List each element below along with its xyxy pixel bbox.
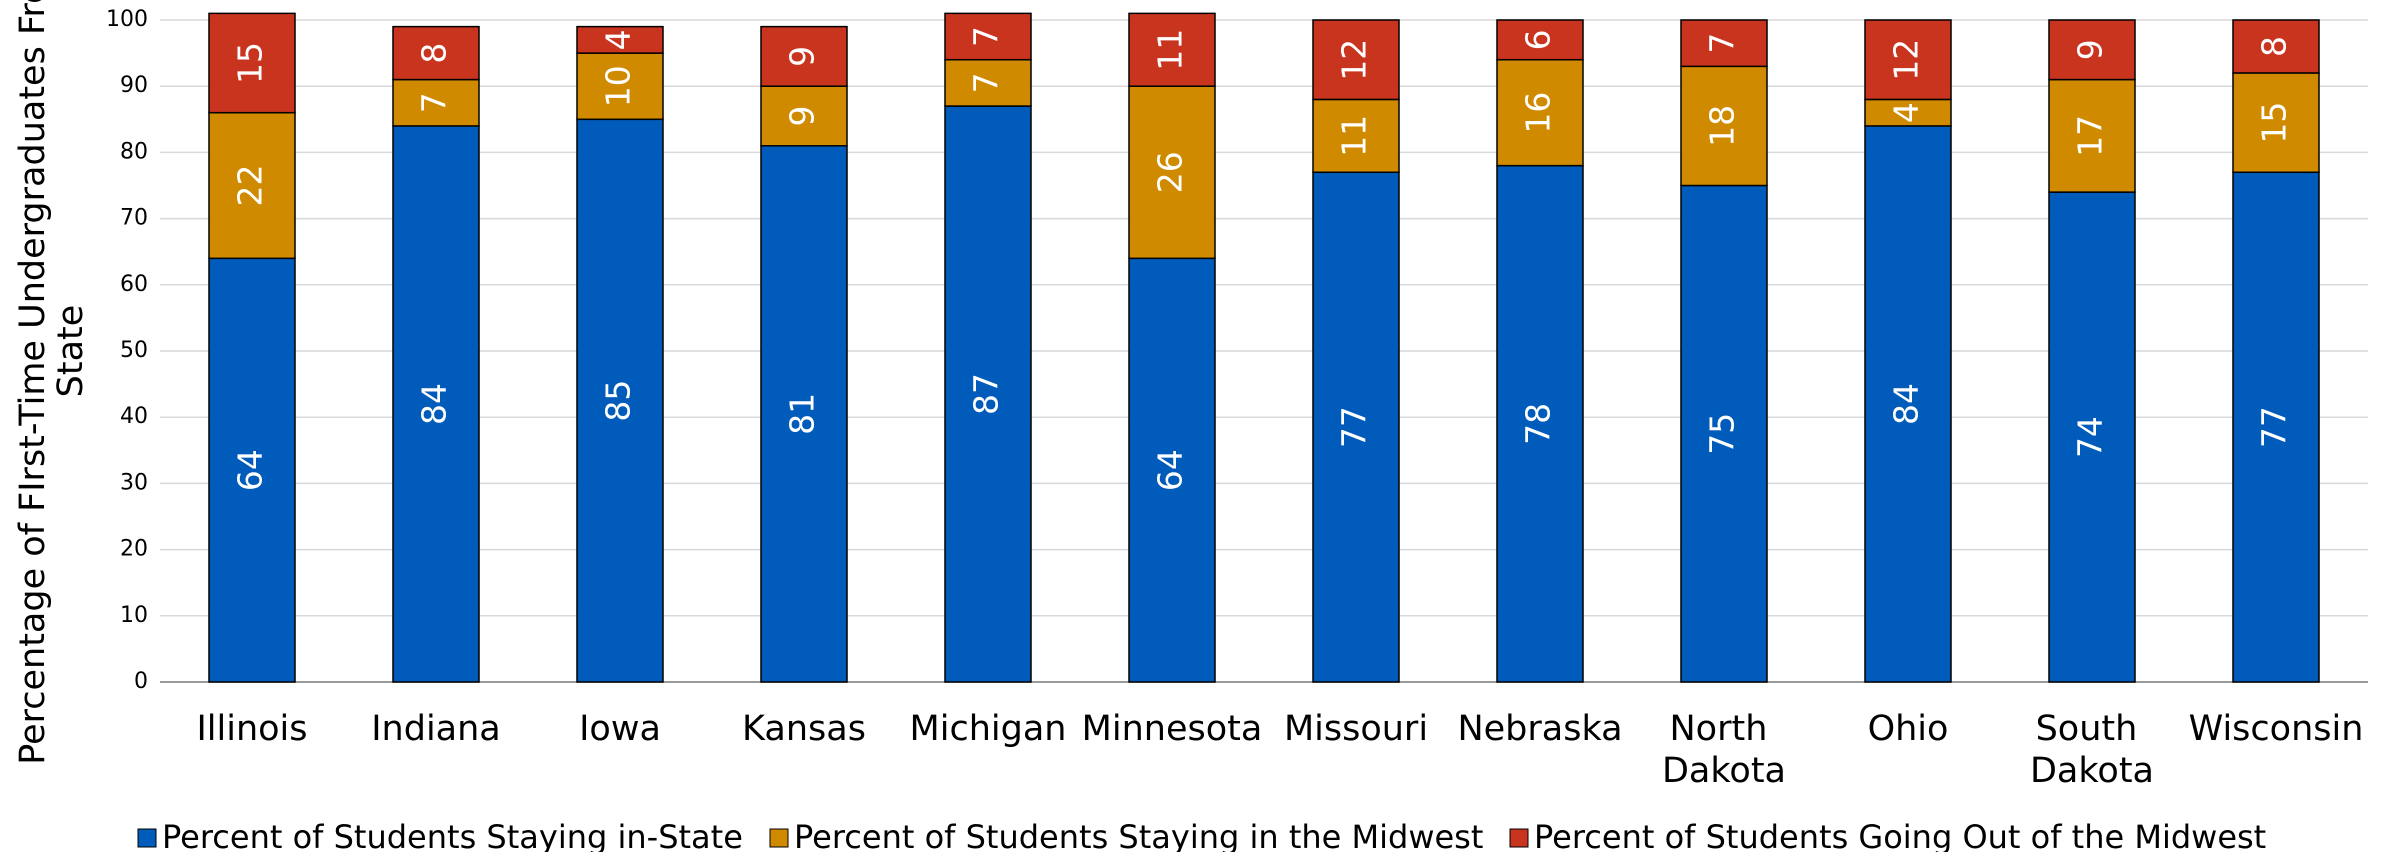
value-label: 9	[783, 105, 822, 126]
bar-segment	[208, 12, 296, 114]
legend-label: Percent of Students Staying in-State	[162, 818, 743, 852]
x-tick-label: Missouri	[1284, 709, 1428, 749]
bar-segment	[760, 25, 848, 87]
value-label: 11	[1335, 115, 1374, 157]
bar-segment	[1864, 19, 1952, 101]
bar-segment	[760, 85, 848, 147]
value-label: 7	[415, 92, 454, 113]
x-tick-label: Michigan	[910, 709, 1067, 749]
bar-segment	[2048, 78, 2136, 193]
value-label: 6	[1519, 29, 1558, 50]
value-label: 77	[2255, 406, 2294, 448]
y-tick-label: 40	[120, 404, 148, 429]
bar-segment	[208, 257, 296, 683]
value-label: 7	[967, 72, 1006, 93]
value-label: 87	[967, 373, 1006, 415]
y-tick-label: 30	[120, 470, 148, 495]
y-tick-label: 0	[134, 669, 148, 694]
bar-segment	[1128, 85, 1216, 260]
x-tick-label: Wisconsin	[2189, 709, 2364, 749]
value-label: 22	[231, 165, 270, 207]
bar-segment	[576, 25, 664, 54]
value-label: 12	[1887, 39, 1926, 81]
bar-segment	[1312, 171, 1400, 683]
value-label: 81	[783, 393, 822, 435]
legend-swatch	[137, 828, 157, 848]
value-label: 74	[2071, 416, 2110, 458]
bar-segment	[1864, 98, 1952, 127]
y-tick-label: 100	[106, 7, 148, 32]
y-tick-label: 60	[120, 272, 148, 297]
bar-segment	[1496, 19, 1584, 61]
bar-segment	[1128, 257, 1216, 683]
bar-segment	[1496, 58, 1584, 167]
bar-segment	[2048, 19, 2136, 81]
y-tick-label: 10	[120, 603, 148, 628]
value-label: 8	[2255, 36, 2294, 57]
value-label: 4	[1887, 102, 1926, 123]
bar-segment	[576, 118, 664, 683]
value-label: 4	[599, 29, 638, 50]
bar-segment	[1680, 184, 1768, 683]
value-label: 26	[1151, 151, 1190, 193]
value-label: 9	[2071, 39, 2110, 60]
value-label: 84	[415, 383, 454, 425]
x-tick-label: Minnesota	[1082, 709, 1263, 749]
bar-segment	[1680, 65, 1768, 187]
bar-segment	[2232, 171, 2320, 683]
y-tick-label: 20	[120, 537, 148, 562]
value-label: 77	[1335, 406, 1374, 448]
x-tick-label: Indiana	[371, 709, 501, 749]
legend-label: Percent of Students Staying in the Midwe…	[794, 818, 1483, 852]
x-tick-label: Ohio	[1868, 709, 1949, 749]
bar-segment	[944, 58, 1032, 107]
x-tick-label: Kansas	[742, 709, 866, 749]
y-tick-label: 70	[120, 206, 148, 231]
value-label: 11	[1151, 29, 1190, 71]
bar-segment	[944, 105, 1032, 683]
y-axis-title: Percentage of FIrst-Time Undergraduates …	[13, 0, 91, 765]
legend-label: Percent of Students Going Out of the Mid…	[1534, 818, 2266, 852]
bar-segment	[2048, 191, 2136, 683]
value-label: 8	[415, 43, 454, 64]
y-tick-label: 80	[120, 139, 148, 164]
bar-segment	[1312, 19, 1400, 101]
value-label: 64	[1151, 449, 1190, 491]
bar-segment	[1128, 12, 1216, 87]
legend-swatch	[1509, 828, 1529, 848]
value-label: 15	[231, 42, 270, 84]
y-tick-label: 90	[120, 73, 148, 98]
value-label: 7	[967, 26, 1006, 47]
legend-swatch	[769, 828, 789, 848]
x-tick-label: South Dakota	[2030, 709, 2154, 791]
bar-segment	[392, 78, 480, 127]
value-label: 7	[1703, 33, 1742, 54]
x-tick-label: Illinois	[196, 709, 307, 749]
bar-segment	[2232, 19, 2320, 74]
bar-segment	[392, 25, 480, 81]
x-tick-label: Iowa	[579, 709, 661, 749]
value-label: 18	[1703, 105, 1742, 147]
value-label: 17	[2071, 115, 2110, 157]
value-label: 9	[783, 46, 822, 67]
bar-segment	[944, 12, 1032, 61]
value-label: 85	[599, 380, 638, 422]
bar-segment	[1680, 19, 1768, 68]
value-label: 84	[1887, 383, 1926, 425]
bar-segment	[760, 145, 848, 683]
value-label: 12	[1335, 39, 1374, 81]
y-tick-label: 50	[120, 338, 148, 363]
value-label: 16	[1519, 92, 1558, 134]
value-label: 64	[231, 449, 270, 491]
bar-segment	[576, 52, 664, 121]
x-tick-label: Nebraska	[1457, 709, 1622, 749]
value-label: 75	[1703, 413, 1742, 455]
bar-segment	[1864, 125, 1952, 683]
value-label: 10	[599, 65, 638, 107]
value-label: 78	[1519, 403, 1558, 445]
value-label: 15	[2255, 102, 2294, 144]
bar-segment	[1496, 164, 1584, 683]
x-tick-label: North Dakota	[1662, 709, 1786, 791]
